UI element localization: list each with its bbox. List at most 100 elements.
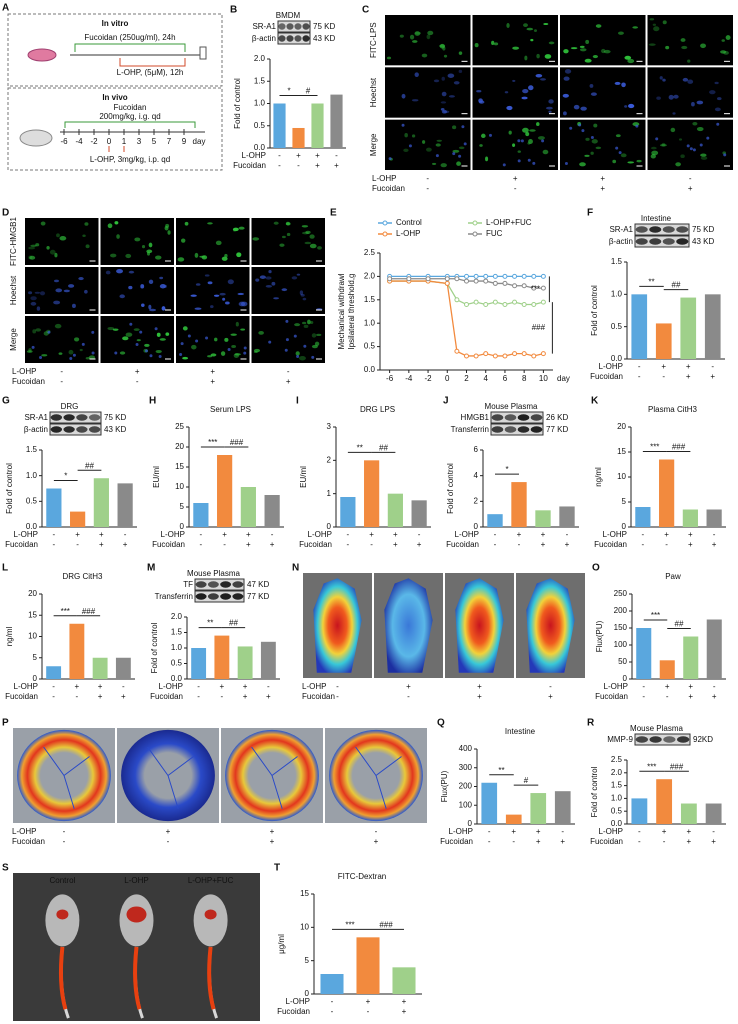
cell <box>300 293 305 297</box>
y-tick-label: 400 <box>459 744 473 753</box>
y-tick-label: 200 <box>459 782 473 791</box>
signal <box>58 946 68 1010</box>
condition-name: L-OHP <box>599 362 623 371</box>
cell <box>105 270 111 275</box>
condition-sign: + <box>402 1007 407 1016</box>
cell <box>527 142 531 145</box>
condition-sign: - <box>712 827 715 836</box>
bar <box>260 641 276 679</box>
significance: ## <box>229 619 238 628</box>
condition-sign: + <box>270 540 275 549</box>
timeline-label: 3 <box>137 137 142 146</box>
cell <box>615 134 621 138</box>
cell <box>661 142 666 147</box>
blot <box>194 590 245 603</box>
cell <box>668 94 674 100</box>
cell <box>431 162 437 165</box>
cell <box>404 133 408 138</box>
condition-sign: - <box>488 837 491 846</box>
mesentery <box>251 746 298 809</box>
cell <box>548 99 554 104</box>
micrograph <box>560 67 646 118</box>
nucleus <box>435 154 439 158</box>
condition-sign: - <box>638 827 641 836</box>
cell <box>46 245 50 250</box>
blot-band <box>504 414 517 421</box>
blot-band <box>232 581 244 588</box>
cell <box>542 149 549 155</box>
scheme-box <box>7 87 223 171</box>
cell <box>222 297 226 301</box>
blot-band <box>504 426 517 433</box>
cell <box>414 31 422 35</box>
micrograph <box>251 267 325 314</box>
cell <box>119 351 126 355</box>
nucleus <box>179 353 183 357</box>
condition-name: Fucoidan <box>12 377 45 386</box>
y-tick-label: 0.5 <box>611 806 623 815</box>
cell <box>56 233 60 238</box>
blot-band <box>649 226 662 233</box>
blot-title: Intestine <box>641 214 672 223</box>
timeline-label: -6 <box>60 137 68 146</box>
point <box>502 273 508 279</box>
bar <box>682 509 698 527</box>
point <box>483 273 489 279</box>
y-axis-label: Flux(PU) <box>595 620 604 652</box>
cell <box>220 351 226 356</box>
blot-size: 47 KD <box>247 580 269 589</box>
bar <box>93 478 109 527</box>
condition-sign: - <box>518 540 521 549</box>
cell <box>411 99 419 102</box>
blot-band <box>649 238 662 245</box>
y-tick-label: 1.0 <box>611 794 623 803</box>
cell <box>721 39 725 42</box>
cell <box>304 241 312 245</box>
significance: ### <box>672 443 686 452</box>
cell <box>307 319 311 325</box>
scheme-box <box>7 13 223 87</box>
cell <box>579 48 587 52</box>
cell <box>156 332 161 337</box>
y-tick-label: 2.5 <box>364 248 376 257</box>
y-tick-label: 1.0 <box>364 318 376 327</box>
cell <box>265 276 272 280</box>
cell <box>687 79 694 84</box>
blot <box>277 20 311 33</box>
condition-sign: - <box>53 530 56 539</box>
cell <box>448 95 455 98</box>
nucleus <box>187 334 191 338</box>
x-tick-label: -6 <box>386 374 394 383</box>
point <box>444 276 450 282</box>
mouse <box>19 129 53 147</box>
cell <box>493 42 499 46</box>
significance: *** <box>647 762 656 771</box>
scheme-text: Fucoidan <box>114 103 147 112</box>
condition-sign: + <box>270 827 275 836</box>
cell <box>563 76 570 81</box>
y-tick-label: 0 <box>180 522 185 531</box>
nucleus <box>31 345 35 349</box>
chart-title: Paw <box>665 572 681 581</box>
cell <box>78 277 84 281</box>
cell <box>125 253 132 259</box>
panel-letter: N <box>292 563 299 574</box>
bar <box>264 495 280 527</box>
blot-size: 43 KD <box>104 425 126 434</box>
cell <box>148 279 154 285</box>
cell <box>441 91 447 97</box>
condition-name: Fucoidan <box>595 692 628 701</box>
nucleus <box>716 122 720 126</box>
condition-sign: + <box>712 540 717 549</box>
cell <box>526 27 534 31</box>
y-tick-label: 0 <box>327 522 332 531</box>
condition-name: Fucoidan <box>590 837 623 846</box>
blot-label: Transferrin <box>451 425 489 434</box>
cell <box>618 31 624 35</box>
significance: ** <box>648 277 654 286</box>
condition-sign: + <box>536 827 541 836</box>
x-tick-label: 2 <box>464 374 469 383</box>
cell <box>414 72 419 78</box>
cell <box>443 54 448 58</box>
condition-sign: + <box>75 530 80 539</box>
